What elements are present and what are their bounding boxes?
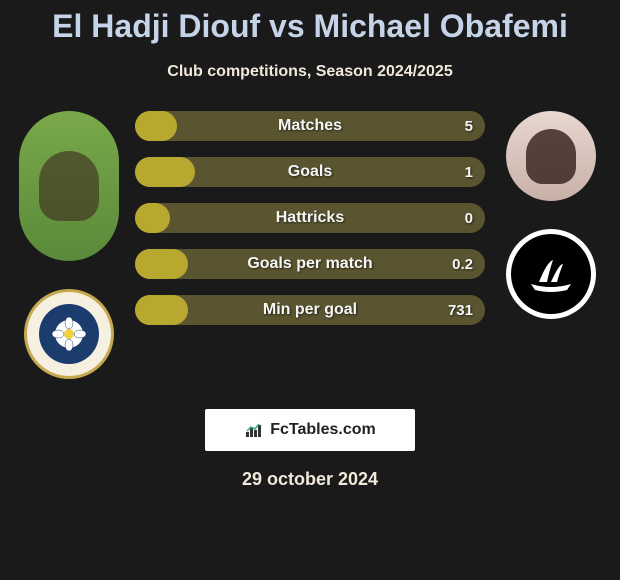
club-badge-left xyxy=(24,289,114,379)
right-player-column xyxy=(501,111,601,319)
left-player-column xyxy=(19,111,119,379)
stat-label: Min per goal xyxy=(135,301,485,319)
fctables-attribution[interactable]: FcTables.com xyxy=(205,409,415,451)
stat-value: 731 xyxy=(448,302,473,319)
page-title: El Hadji Diouf vs Michael Obafemi xyxy=(0,8,620,45)
stat-bar: Hattricks0 xyxy=(135,203,485,233)
stat-value: 5 xyxy=(465,118,473,135)
stat-label: Hattricks xyxy=(135,209,485,227)
stat-label: Goals per match xyxy=(135,255,485,273)
stat-label: Matches xyxy=(135,117,485,135)
rose-icon xyxy=(51,316,87,352)
plymouth-badge-icon xyxy=(511,234,591,314)
stat-bar: Min per goal731 xyxy=(135,295,485,325)
stat-bar: Goals1 xyxy=(135,157,485,187)
club-badge-right xyxy=(506,229,596,319)
content-row: Matches5Goals1Hattricks0Goals per match0… xyxy=(0,111,620,379)
stat-value: 1 xyxy=(465,164,473,181)
avatar-silhouette xyxy=(39,151,99,221)
stat-bar: Matches5 xyxy=(135,111,485,141)
ship-icon xyxy=(523,246,579,302)
comparison-card: El Hadji Diouf vs Michael Obafemi Club c… xyxy=(0,0,620,580)
stat-value: 0.2 xyxy=(452,256,473,273)
page-subtitle: Club competitions, Season 2024/2025 xyxy=(0,63,620,81)
stats-column: Matches5Goals1Hattricks0Goals per match0… xyxy=(135,111,485,325)
avatar-silhouette xyxy=(526,129,576,184)
fctables-label: FcTables.com xyxy=(270,421,376,439)
player-right-avatar xyxy=(506,111,596,201)
player-left-avatar xyxy=(19,111,119,261)
leeds-badge-icon xyxy=(39,304,99,364)
fctables-logo-icon xyxy=(244,422,264,438)
stat-value: 0 xyxy=(465,210,473,227)
stat-bar: Goals per match0.2 xyxy=(135,249,485,279)
stat-label: Goals xyxy=(135,163,485,181)
date-text: 29 october 2024 xyxy=(0,469,620,490)
